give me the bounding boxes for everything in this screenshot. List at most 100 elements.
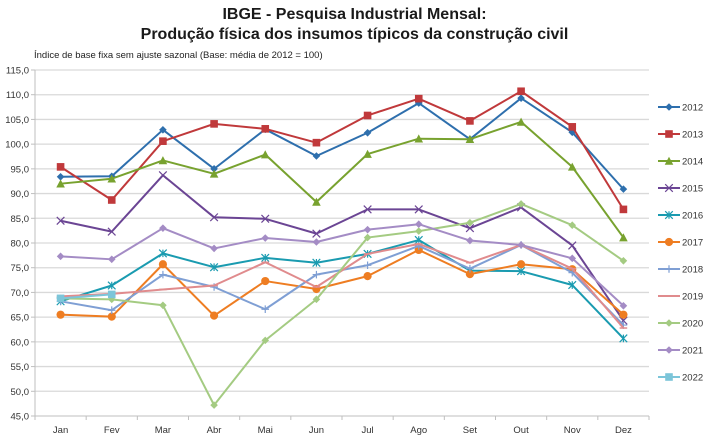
data-point-2017 <box>465 270 475 279</box>
data-point-2012 <box>210 165 218 173</box>
data-point-2016 <box>312 258 321 267</box>
legend-marker <box>665 265 673 273</box>
x-tick-label: Mar <box>155 425 171 436</box>
data-point-2014 <box>209 169 219 178</box>
y-tick-label: 70,0 <box>11 288 30 299</box>
data-point-2016 <box>209 262 219 272</box>
data-point-2020 <box>312 295 321 304</box>
data-point-2021 <box>466 236 474 245</box>
data-point-2016 <box>568 280 577 290</box>
data-point-2017 <box>56 310 65 319</box>
legend-marker <box>664 237 674 247</box>
data-point-2015 <box>56 216 65 225</box>
data-point-2017 <box>516 260 526 269</box>
chart-title: IBGE - Pesquisa Industrial Mensal: <box>222 6 487 23</box>
legend-item-2012: 2012 <box>658 103 703 114</box>
legend-marker <box>665 103 673 111</box>
data-point-2018 <box>159 270 167 279</box>
data-point-2013 <box>107 196 116 204</box>
legend-item-2018: 2018 <box>658 265 703 276</box>
series-2013 <box>56 87 628 214</box>
data-point-2017 <box>363 272 372 281</box>
data-point-2020 <box>517 200 525 208</box>
data-point-2014 <box>312 197 321 206</box>
data-point-2017 <box>107 312 116 321</box>
series-line-2016 <box>60 239 625 340</box>
legend-label: 2019 <box>682 292 703 303</box>
data-point-2012 <box>363 128 372 137</box>
data-point-2022 <box>56 294 65 303</box>
data-point-2016 <box>261 253 270 263</box>
data-point-2012 <box>56 172 65 181</box>
series-2014 <box>56 117 628 242</box>
data-point-2014 <box>56 179 65 188</box>
data-point-2020 <box>619 256 628 265</box>
data-point-2017 <box>261 276 270 286</box>
axes: 45,0 50,0 55,0 60,0 65,0 70,0 75,0 80,0 85,0 90,0… <box>5 66 650 436</box>
y-tick-label: 110,0 <box>6 90 29 101</box>
data-point-2015 <box>158 171 168 180</box>
data-point-2013 <box>210 120 218 128</box>
data-point-2015 <box>312 229 321 238</box>
data-point-2020 <box>568 221 577 230</box>
data-point-2021 <box>619 301 628 310</box>
data-point-2013 <box>312 138 321 147</box>
data-point-2021 <box>312 238 321 246</box>
legend-marker <box>664 156 674 165</box>
data-point-2013 <box>466 117 474 125</box>
data-point-2016 <box>107 281 116 290</box>
data-point-2013 <box>517 87 525 96</box>
legend-item-2021: 2021 <box>658 346 703 357</box>
series-line-2014 <box>60 120 625 239</box>
data-point-2016 <box>158 249 168 258</box>
data-point-2016 <box>516 266 526 276</box>
legend-item-2019: 2019 <box>658 292 703 303</box>
data-point-2021 <box>568 254 577 263</box>
series-line-2021 <box>60 223 625 307</box>
y-tick-label: 80,0 <box>11 239 30 250</box>
x-tick-label: Nov <box>564 425 581 436</box>
chart-subtitle: Produção física dos insumos típicos da c… <box>140 26 569 43</box>
data-point-2015 <box>209 213 219 222</box>
series-line-2019 <box>60 242 625 329</box>
legend-label: 2021 <box>682 346 703 357</box>
data-point-2014 <box>567 162 577 171</box>
data-point-2021 <box>107 255 116 264</box>
legend-item-2014: 2014 <box>658 157 703 168</box>
legend-item-2017: 2017 <box>658 238 703 249</box>
legend-marker <box>665 346 673 354</box>
x-tick-label: Jun <box>309 425 324 436</box>
x-tick-label: Jul <box>362 425 374 436</box>
x-tick-label: Dez <box>615 425 632 436</box>
data-point-2020 <box>210 401 218 409</box>
data-point-2015 <box>363 205 372 214</box>
data-point-2017 <box>209 311 219 320</box>
x-tick-label: Fev <box>104 425 120 436</box>
y-tick-label: 85,0 <box>11 214 30 225</box>
data-point-2021 <box>414 220 423 229</box>
y-tick-label: 105,0 <box>5 115 29 126</box>
data-point-2018 <box>261 305 270 314</box>
data-point-2013 <box>414 94 423 103</box>
data-point-2015 <box>107 227 116 236</box>
data-point-2014 <box>619 233 628 242</box>
series-group <box>56 87 628 409</box>
y-tick-label: 75,0 <box>11 263 30 274</box>
data-point-2012 <box>568 128 577 137</box>
y-tick-label: 65,0 <box>11 313 30 324</box>
legend-item-2020: 2020 <box>658 319 703 330</box>
legend-item-2022: 2022 <box>658 373 703 384</box>
series-line-2022 <box>60 293 112 300</box>
data-point-2015 <box>261 214 270 224</box>
y-tick-label: 100,0 <box>5 140 29 151</box>
data-point-2013 <box>619 205 628 214</box>
data-point-2020 <box>159 301 167 310</box>
series-line-2017 <box>60 248 625 318</box>
series-line-2020 <box>60 202 624 407</box>
data-point-2018 <box>312 270 321 279</box>
data-point-2021 <box>363 225 372 234</box>
legend-label: 2015 <box>682 184 703 195</box>
legend-item-2015: 2015 <box>658 184 703 195</box>
legend-label: 2012 <box>682 103 703 114</box>
